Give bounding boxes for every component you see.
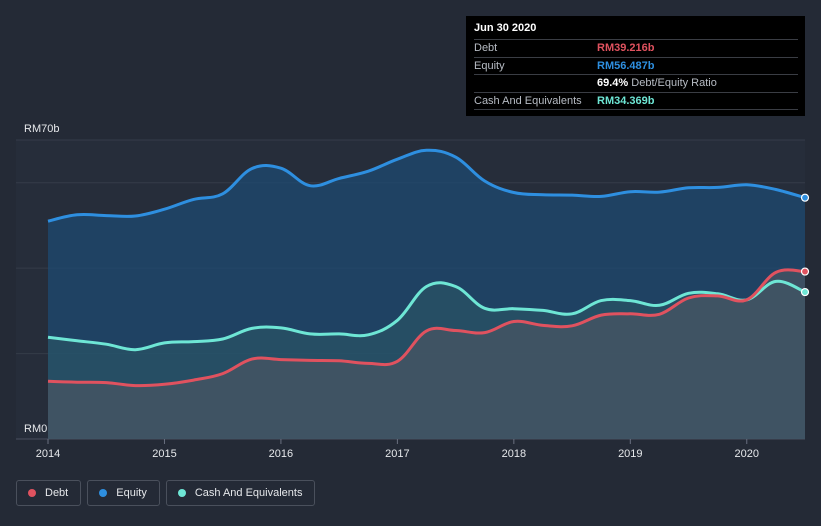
legend-dot-cash [177,489,186,497]
x-axis: 2014 2015 2016 2017 2018 2019 2020 [36,439,759,460]
tooltip-panel: Jun 30 2020 Debt RM39.216b Equity RM56.4… [466,16,805,116]
end-marker-equity [800,193,810,202]
x-tick-label-2014: 2014 [36,448,60,460]
legend-item-debt[interactable]: Debt [16,480,82,506]
x-tick-label-2018: 2018 [502,448,526,460]
tooltip-equity-value: RM56.487b [597,59,655,72]
end-marker-cash-and-equivalents [800,287,810,297]
line-debt [47,268,806,388]
legend: Debt Equity Cash And Equivalents [16,480,316,506]
x-tick-label-2016: 2016 [269,448,293,460]
legend-item-equity[interactable]: Equity [87,480,160,506]
legend-label-debt: Debt [45,487,69,499]
tooltip-row-debt: Debt RM39.216b [474,39,798,57]
legend-label-equity: Equity [116,487,147,499]
tooltip-debt-label: Debt [474,42,498,55]
line-equity [47,148,806,223]
legend-label-cash: Cash And Equivalents [194,487,303,499]
x-tick-label-2019: 2019 [618,448,642,460]
tooltip-ratio-label: Debt/Equity Ratio [631,77,717,90]
tooltip-row-equity: Equity RM56.487b [474,56,798,75]
tooltip-date: Jun 30 2020 [474,22,537,34]
x-tick-label-2015: 2015 [152,448,176,460]
tooltip-cash-value: RM34.369b [597,94,655,107]
legend-item-cash[interactable]: Cash And Equivalents [165,480,316,506]
line-cash-and-equivalents [47,279,806,352]
area-debt [48,269,805,439]
tooltip-ratio-value: 69.4% [597,77,629,90]
legend-dot-equity [99,489,108,497]
x-tick-label-2020: 2020 [735,448,759,460]
series-lines [47,148,806,388]
tooltip-cash-label: Cash And Equivalents [474,94,582,107]
x-tick-label-2017: 2017 [385,448,409,460]
y-tick-label-max: RM70b [24,123,59,135]
y-tick-label-min: RM0 [24,423,47,435]
end-marker-debt [800,267,810,276]
legend-dot-debt [28,489,36,497]
end-markers [800,193,810,297]
tooltip-row-ratio: 69.4% Debt/Equity Ratio [474,74,798,92]
tooltip-debt-value: RM39.216b [597,42,655,55]
tooltip-equity-label: Equity [474,59,505,72]
tooltip-row-cash: Cash And Equivalents RM34.369b [474,91,798,110]
